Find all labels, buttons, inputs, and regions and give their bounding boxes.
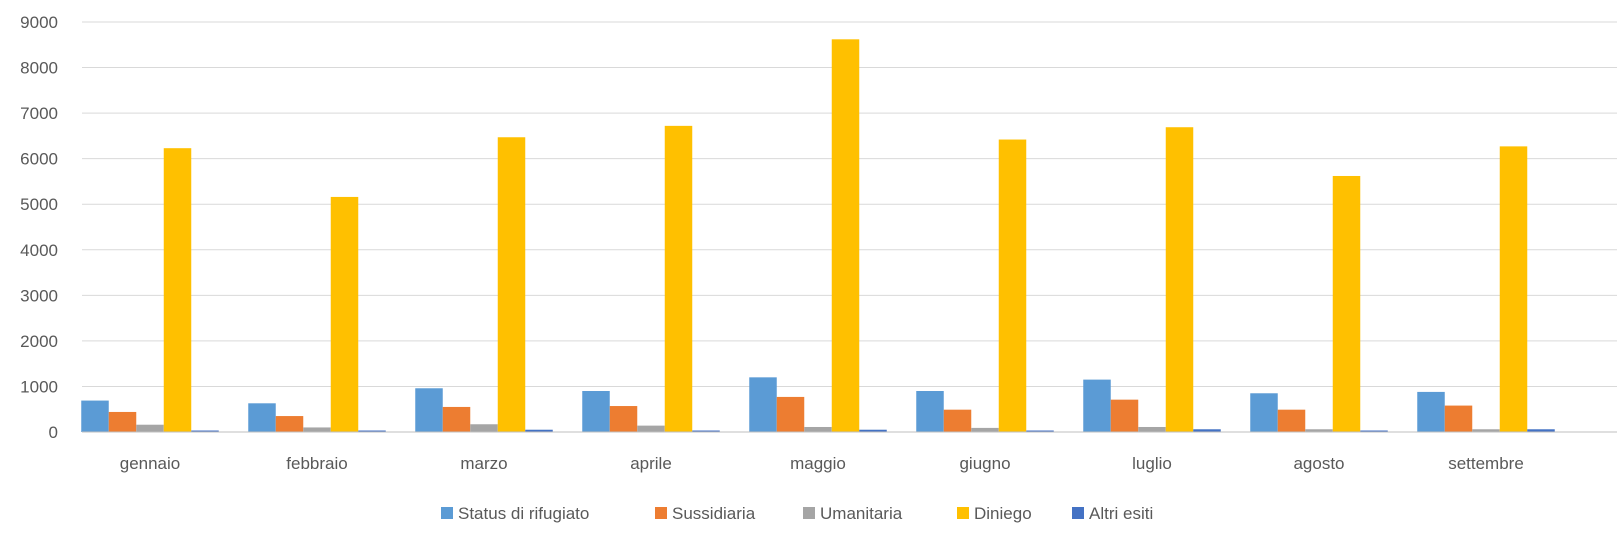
bar-diniego-settembre (1499, 146, 1528, 432)
bar-sussidiaria-aprile (609, 406, 638, 432)
legend-item: Sussidiaria (655, 504, 756, 523)
bar-status-di-rifugiato-gennaio (81, 400, 109, 432)
bar-diniego-aprile (664, 125, 693, 432)
y-tick-label: 1000 (20, 377, 58, 396)
x-axis-ticks: gennaio febbraio marzo aprile maggio giugno lu… (120, 454, 1524, 473)
bar-sussidiaria-giugno (943, 409, 972, 432)
legend-label: Umanitaria (820, 504, 903, 523)
bar-sussidiaria-settembre (1444, 405, 1473, 432)
x-tick-label: maggio (790, 454, 846, 473)
bar-umanitaria-aprile (637, 425, 665, 432)
bar-umanitaria-febbraio (303, 427, 331, 432)
bar-umanitaria-luglio (1138, 426, 1166, 432)
x-tick-label: luglio (1132, 454, 1172, 473)
bar-altri-esiti-giugno (1026, 430, 1054, 432)
legend-swatch (1072, 507, 1084, 519)
bar-status-di-rifugiato-agosto (1250, 393, 1278, 432)
bar-diniego-luglio (1165, 127, 1194, 432)
bar-umanitaria-agosto (1305, 429, 1333, 432)
bar-status-di-rifugiato-marzo (415, 388, 443, 432)
bar-diniego-agosto (1332, 175, 1361, 432)
bars (81, 39, 1555, 433)
legend-swatch (957, 507, 969, 519)
legend-swatch (655, 507, 667, 519)
legend-label: Altri esiti (1089, 504, 1153, 523)
bar-status-di-rifugiato-aprile (582, 391, 610, 432)
legend-item: Altri esiti (1072, 504, 1153, 523)
bar-status-di-rifugiato-luglio (1083, 379, 1111, 432)
bar-altri-esiti-gennaio (191, 430, 219, 432)
bar-altri-esiti-luglio (1193, 429, 1221, 432)
y-tick-label: 7000 (20, 104, 58, 123)
y-tick-label: 6000 (20, 150, 58, 169)
bar-diniego-febbraio (330, 196, 359, 432)
y-axis-ticks: 0 1000 2000 3000 4000 5000 6000 7000 8000 9000 (20, 13, 58, 442)
x-tick-label: febbraio (286, 454, 347, 473)
bar-altri-esiti-maggio (859, 429, 887, 432)
x-tick-label: marzo (460, 454, 507, 473)
bar-sussidiaria-maggio (776, 396, 805, 432)
y-tick-label: 0 (49, 423, 58, 442)
bar-status-di-rifugiato-maggio (749, 377, 777, 432)
bar-diniego-maggio (831, 39, 860, 433)
bar-diniego-gennaio (163, 148, 192, 432)
legend-label: Status di rifugiato (458, 504, 589, 523)
x-tick-label: gennaio (120, 454, 181, 473)
y-tick-label: 3000 (20, 286, 58, 305)
bar-altri-esiti-agosto (1360, 430, 1388, 432)
bar-sussidiaria-luglio (1110, 399, 1139, 432)
bar-status-di-rifugiato-giugno (916, 391, 944, 432)
bar-sussidiaria-agosto (1277, 409, 1306, 432)
x-tick-label: agosto (1293, 454, 1344, 473)
legend-swatch (441, 507, 453, 519)
y-tick-label: 9000 (20, 13, 58, 32)
legend-label: Sussidiaria (672, 504, 756, 523)
x-tick-label: settembre (1448, 454, 1524, 473)
bar-sussidiaria-febbraio (275, 416, 304, 432)
bar-umanitaria-marzo (470, 424, 498, 432)
legend-item: Status di rifugiato (441, 504, 589, 523)
bar-altri-esiti-aprile (692, 430, 720, 432)
legend-item: Umanitaria (803, 504, 903, 523)
x-tick-label: giugno (959, 454, 1010, 473)
y-tick-label: 8000 (20, 59, 58, 78)
y-tick-label: 5000 (20, 195, 58, 214)
legend-label: Diniego (974, 504, 1032, 523)
legend-item: Diniego (957, 504, 1032, 523)
bar-altri-esiti-marzo (525, 429, 553, 432)
bar-sussidiaria-marzo (442, 406, 471, 432)
bar-umanitaria-settembre (1472, 429, 1500, 432)
bar-diniego-giugno (998, 139, 1027, 433)
bar-status-di-rifugiato-febbraio (248, 403, 276, 432)
legend: Status di rifugiato Sussidiaria Umanitaria… (441, 504, 1153, 523)
bar-altri-esiti-settembre (1527, 429, 1555, 432)
x-tick-label: aprile (630, 454, 672, 473)
bar-umanitaria-giugno (971, 427, 999, 432)
bar-sussidiaria-gennaio (108, 411, 137, 432)
bar-umanitaria-maggio (804, 426, 832, 432)
bar-altri-esiti-febbraio (358, 430, 386, 432)
y-tick-label: 2000 (20, 332, 58, 351)
y-tick-label: 4000 (20, 241, 58, 260)
bar-status-di-rifugiato-settembre (1417, 391, 1445, 432)
bar-umanitaria-gennaio (136, 424, 164, 432)
bar-diniego-marzo (497, 137, 526, 432)
legend-swatch (803, 507, 815, 519)
